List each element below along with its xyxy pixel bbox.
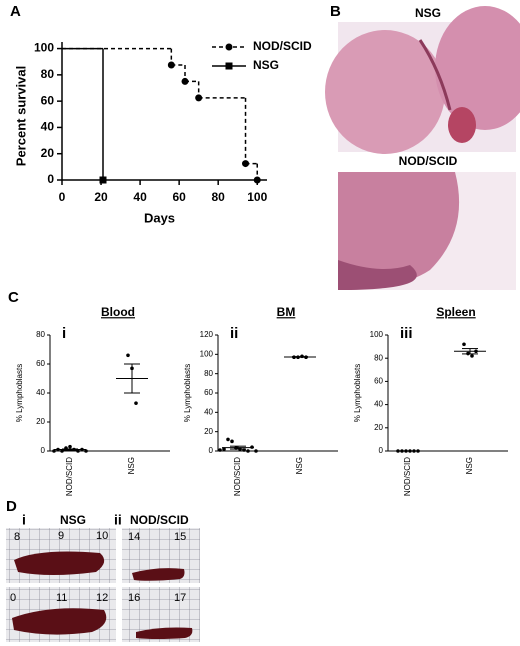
y-tick-label: 40: [41, 120, 55, 134]
y-tick-label: 40: [374, 400, 383, 409]
ruler-number: 17: [174, 592, 186, 604]
data-point: [222, 447, 226, 451]
y-axis-label: % Lymphoblasts: [15, 364, 24, 422]
data-point: [134, 401, 138, 405]
chart-title: Spleen: [436, 305, 475, 319]
y-tick-label: 60: [204, 388, 213, 397]
legend-label: NSG: [253, 58, 279, 72]
x-tick-label: 100: [247, 190, 267, 204]
sample-label: NSG: [60, 513, 86, 527]
data-point: [254, 449, 258, 453]
y-tick-label: 0: [41, 446, 46, 455]
panel-label: B: [330, 3, 341, 20]
y-tick-label: 100: [200, 349, 214, 358]
x-tick-label: NSG: [295, 457, 304, 474]
y-axis-label: Percent survival: [13, 66, 28, 166]
x-tick-label: 80: [212, 190, 226, 204]
x-axis-label: Days: [144, 210, 175, 225]
ruler-number: 9: [58, 530, 64, 542]
y-tick-label: 80: [374, 353, 383, 362]
chart-numeral: iii: [400, 325, 413, 342]
y-tick-label: 0: [47, 172, 54, 186]
y-tick-label: 60: [41, 93, 55, 107]
y-tick-label: 20: [36, 417, 45, 426]
ruler-number: 10: [96, 530, 108, 542]
y-tick-label: 80: [204, 369, 213, 378]
data-point: [226, 437, 230, 442]
marker: [195, 94, 203, 102]
histology-image: [338, 172, 516, 290]
y-tick-label: 20: [204, 427, 213, 436]
marker: [242, 160, 250, 168]
data-point: [126, 353, 130, 358]
legend-label: NOD/SCID: [253, 39, 312, 53]
spleen-photo: [6, 528, 200, 642]
x-tick-label: 40: [133, 190, 147, 204]
sample-label: NOD/SCID: [130, 513, 189, 527]
numeral: ii: [114, 512, 122, 528]
ruler-number: 12: [96, 592, 108, 604]
ruler-number: 0: [10, 592, 16, 604]
x-tick-label: 60: [172, 190, 186, 204]
y-tick-label: 60: [36, 359, 45, 368]
y-axis-label: % Lymphoblasts: [183, 364, 192, 422]
marker: [181, 77, 189, 85]
ruler-number: 14: [128, 531, 140, 543]
chart-numeral: i: [62, 325, 66, 342]
y-tick-label: 0: [379, 446, 384, 455]
ruler-number: 11: [56, 592, 67, 604]
panel-label: D: [6, 498, 17, 515]
histology-label: NOD/SCID: [399, 154, 458, 168]
y-tick-label: 80: [41, 67, 55, 81]
data-point: [84, 449, 88, 453]
x-tick-label: NOD/SCID: [403, 457, 412, 496]
ruler-number: 15: [174, 531, 186, 543]
data-point: [218, 448, 222, 452]
y-tick-label: 40: [204, 407, 213, 416]
ruler-number: 8: [14, 531, 20, 543]
data-point: [68, 444, 72, 449]
data-point: [52, 449, 56, 453]
x-tick-label: 20: [94, 190, 108, 204]
y-tick-label: 100: [370, 330, 384, 339]
panel-label: C: [8, 289, 19, 306]
x-tick-label: NSG: [465, 457, 474, 474]
numeral: i: [22, 512, 26, 528]
data-point: [246, 449, 250, 453]
panel-label: A: [10, 3, 21, 20]
y-tick-label: 40: [36, 388, 45, 397]
legend-marker: [225, 62, 233, 70]
y-tick-label: 100: [34, 41, 54, 55]
histology-label: NSG: [415, 6, 441, 20]
marker: [253, 176, 261, 184]
marker: [99, 176, 107, 184]
y-tick-label: 120: [200, 330, 214, 339]
x-tick-label: NSG: [127, 457, 136, 474]
y-tick-label: 80: [36, 330, 45, 339]
y-tick-label: 60: [374, 377, 383, 386]
data-point: [230, 439, 234, 444]
chart-numeral: ii: [230, 325, 238, 342]
y-tick-label: 0: [209, 446, 214, 455]
data-point: [462, 342, 466, 347]
marker: [167, 61, 175, 69]
legend-marker: [225, 43, 233, 51]
ruler-number: 16: [128, 592, 140, 604]
chart-title: Blood: [101, 305, 135, 319]
data-point: [470, 354, 474, 358]
histology-image: [325, 6, 520, 154]
chart-title: BM: [277, 305, 296, 319]
x-tick-label: NOD/SCID: [65, 457, 74, 496]
x-tick-label: 0: [59, 190, 66, 204]
y-axis-label: % Lymphoblasts: [353, 364, 362, 422]
x-tick-label: NOD/SCID: [233, 457, 242, 496]
y-tick-label: 20: [41, 146, 55, 160]
y-tick-label: 20: [374, 423, 383, 432]
